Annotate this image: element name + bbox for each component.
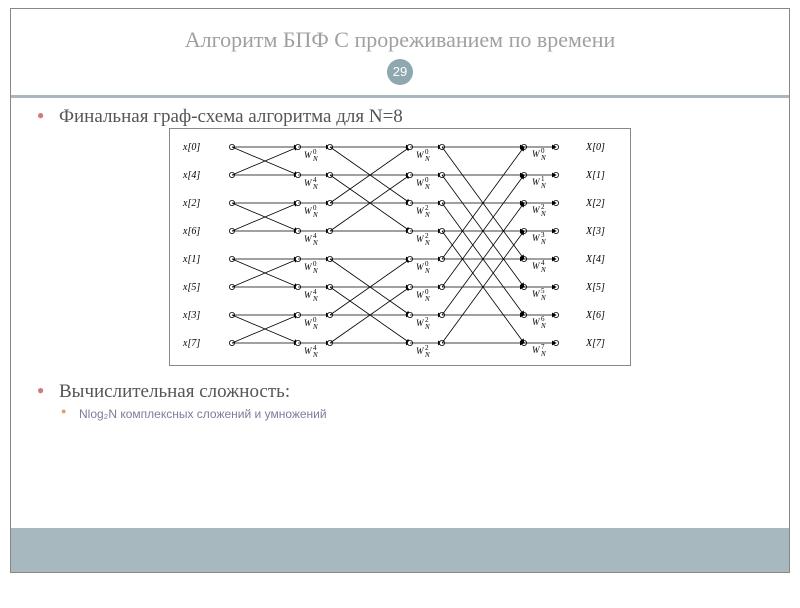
svg-text:X[2]: X[2] (585, 198, 605, 209)
svg-text:X[0]: X[0] (585, 142, 605, 153)
svg-text:N: N (540, 294, 546, 302)
svg-text:N: N (424, 155, 430, 163)
bullet-1: Финальная граф-схема алгоритма для N=8 (37, 106, 763, 128)
svg-text:X[4]: X[4] (585, 254, 605, 265)
svg-text:x[2]: x[2] (182, 198, 200, 209)
bullet-2-text: Вычислительная сложность: (59, 381, 290, 402)
svg-text:W: W (532, 345, 541, 355)
svg-text:N: N (540, 210, 546, 218)
svg-text:W: W (304, 178, 313, 188)
svg-text:N: N (312, 323, 318, 331)
svg-text:W: W (416, 178, 425, 188)
svg-text:W: W (304, 262, 313, 272)
svg-text:W: W (532, 177, 541, 187)
svg-text:W: W (416, 346, 425, 356)
page-title: Алгоритм БПФ С прореживанием по времени (31, 27, 769, 53)
sub-bullet-2-1: Nlog₂N комплексных сложений и умножений (59, 405, 763, 423)
svg-text:N: N (424, 295, 430, 303)
fft-svg: x[0]x[4]x[2]x[6]x[1]x[5]x[3]x[7]X[0]W0NX… (170, 129, 630, 365)
svg-text:W: W (304, 290, 313, 300)
svg-text:x[6]: x[6] (182, 226, 200, 237)
svg-text:X[3]: X[3] (585, 226, 605, 237)
bullet-1-text: Финальная граф-схема алгоритма для N=8 (59, 106, 403, 127)
svg-text:N: N (424, 323, 430, 331)
svg-text:x[7]: x[7] (182, 338, 200, 349)
svg-text:N: N (312, 155, 318, 163)
svg-text:N: N (540, 238, 546, 246)
svg-text:W: W (416, 290, 425, 300)
svg-text:N: N (312, 239, 318, 247)
page-number-badge: 29 (387, 59, 413, 85)
svg-text:N: N (312, 295, 318, 303)
svg-text:W: W (532, 149, 541, 159)
svg-text:X[6]: X[6] (585, 310, 605, 321)
svg-text:N: N (424, 183, 430, 191)
svg-text:x[1]: x[1] (182, 254, 200, 265)
svg-text:W: W (532, 317, 541, 327)
fft-butterfly-diagram: x[0]x[4]x[2]x[6]x[1]x[5]x[3]x[7]X[0]W0NX… (169, 128, 631, 366)
svg-text:W: W (416, 206, 425, 216)
svg-text:N: N (424, 267, 430, 275)
svg-text:W: W (416, 262, 425, 272)
svg-text:W: W (304, 234, 313, 244)
svg-text:W: W (416, 318, 425, 328)
svg-text:x[0]: x[0] (182, 142, 200, 153)
bullet-2: Вычислительная сложность: Nlog₂N комплек… (37, 381, 763, 423)
svg-text:W: W (532, 205, 541, 215)
svg-text:N: N (424, 351, 430, 359)
svg-text:N: N (540, 154, 546, 162)
svg-text:N: N (312, 267, 318, 275)
svg-text:x[5]: x[5] (182, 282, 200, 293)
svg-text:W: W (416, 150, 425, 160)
svg-text:W: W (304, 150, 313, 160)
svg-text:N: N (424, 211, 430, 219)
svg-text:X[5]: X[5] (585, 282, 605, 293)
svg-text:W: W (532, 261, 541, 271)
svg-text:N: N (540, 182, 546, 190)
sub-bullet-2-1-text: Nlog₂N комплексных сложений и умножений (79, 407, 327, 421)
svg-text:W: W (416, 234, 425, 244)
svg-text:N: N (312, 211, 318, 219)
svg-text:W: W (532, 289, 541, 299)
svg-text:X[7]: X[7] (585, 338, 605, 349)
svg-text:x[4]: x[4] (182, 170, 200, 181)
svg-text:W: W (532, 233, 541, 243)
svg-text:W: W (304, 206, 313, 216)
svg-text:W: W (304, 346, 313, 356)
svg-text:N: N (312, 183, 318, 191)
svg-text:N: N (540, 350, 546, 358)
svg-text:W: W (304, 318, 313, 328)
svg-text:N: N (540, 266, 546, 274)
svg-text:N: N (312, 351, 318, 359)
svg-text:X[1]: X[1] (585, 170, 605, 181)
svg-text:x[3]: x[3] (182, 310, 200, 321)
svg-text:N: N (424, 239, 430, 247)
svg-text:N: N (540, 322, 546, 330)
